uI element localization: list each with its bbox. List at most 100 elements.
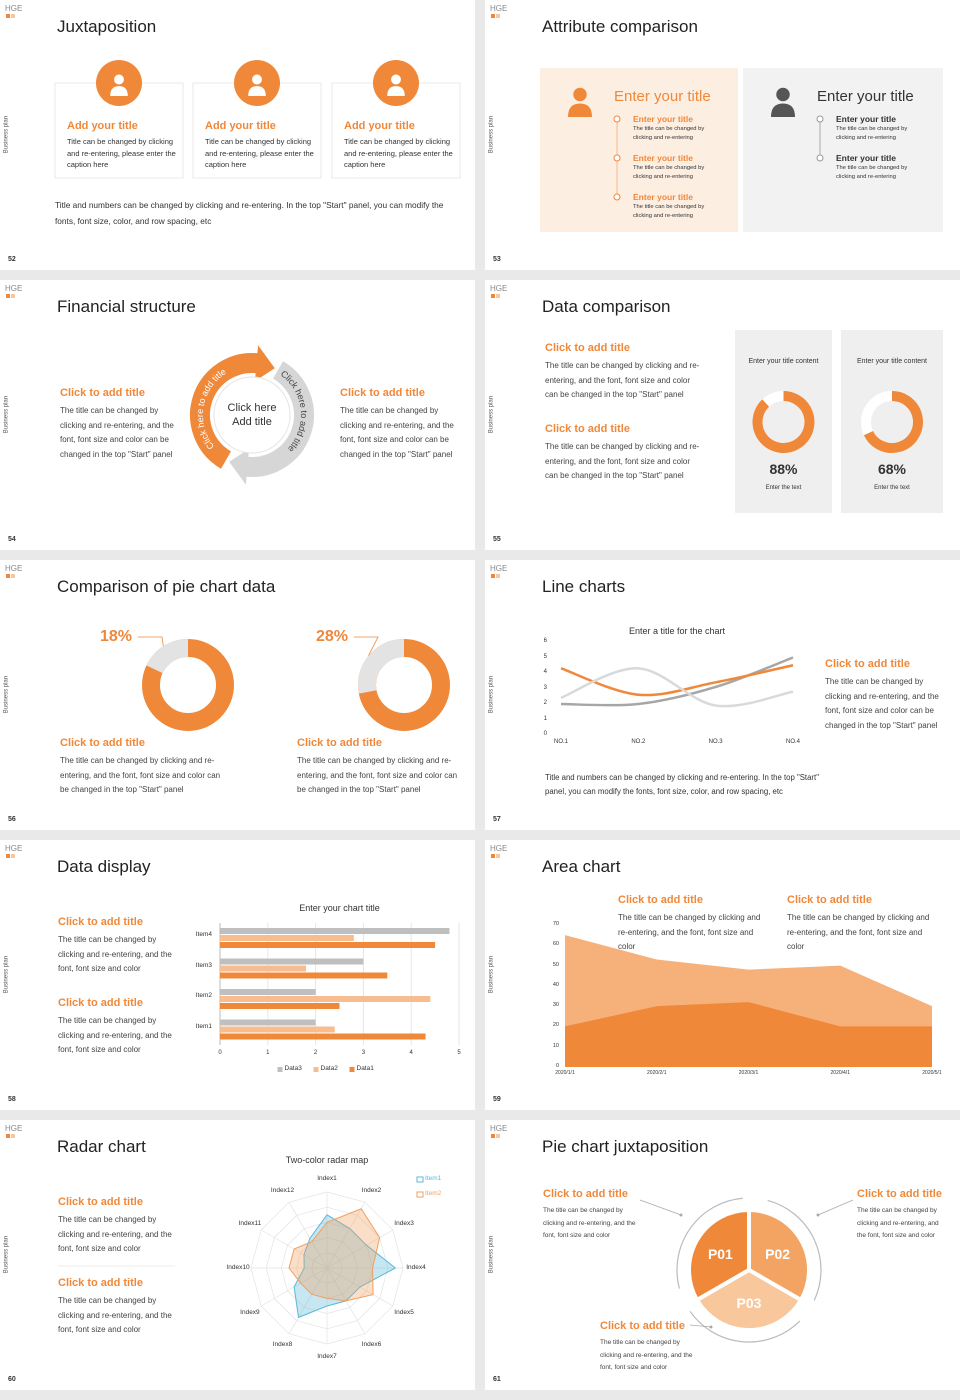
slide-title: Data comparison: [542, 297, 671, 316]
item-text: The title can be changed by clicking and…: [633, 204, 705, 219]
side-label: Business plan: [3, 675, 10, 714]
leader-line: [354, 636, 379, 656]
axis-label: Index1: [317, 1175, 337, 1182]
logo-mark: [6, 574, 10, 578]
connector: [689, 1324, 712, 1328]
value-label: 88%: [769, 461, 798, 477]
side-label: Business plan: [488, 675, 495, 714]
ring: [767, 1199, 822, 1301]
block-title: Click to add title: [857, 1188, 942, 1200]
slide-title: Financial structure: [57, 297, 196, 316]
radar-area: [288, 1208, 381, 1302]
logo-mark: [491, 14, 495, 18]
slide-number: 52: [8, 256, 16, 263]
item-title: Enter your title: [836, 114, 896, 124]
timeline-dot: [613, 154, 621, 162]
legend-label: Item1: [425, 1175, 442, 1182]
x-tick-label: NO.3: [708, 739, 723, 745]
y-tick-label: 4: [543, 669, 547, 675]
side-label: Business plan: [3, 115, 10, 154]
item-text: The title can be changed by clicking and…: [836, 126, 908, 141]
connector: [817, 1199, 854, 1216]
block-title: Click to add title: [58, 916, 143, 928]
block-title: Click to add title: [60, 387, 145, 399]
line: [560, 656, 794, 707]
area: [565, 1002, 932, 1067]
logo-mark: [491, 854, 495, 858]
slide-number: 56: [8, 816, 16, 823]
y-tick-label: Item4: [195, 931, 212, 939]
slide-title: Radar chart: [57, 1137, 146, 1156]
block-text: The title can be changed by clicking and…: [857, 1207, 939, 1239]
block-text: The title can be changed by clicking and…: [340, 406, 454, 459]
item-title: Add your title: [205, 120, 276, 132]
chart-title: Enter a title for the chart: [628, 626, 726, 636]
block-title: Click to add title: [618, 894, 703, 906]
block-text: The title can be changed by clicking and…: [58, 1215, 172, 1253]
logo-mark: [496, 14, 500, 18]
block-title: Click to add title: [787, 894, 872, 906]
bar: [220, 996, 431, 1002]
timeline-dot: [613, 115, 621, 123]
legend-label: Data3: [284, 1065, 302, 1072]
bar: [220, 965, 307, 972]
slide-graphics: [6, 14, 461, 179]
center-label: Click here: [227, 402, 277, 414]
panel-title: Enter your title: [817, 88, 914, 105]
block-title: Click to add title: [340, 387, 425, 399]
logo-mark: [11, 854, 15, 858]
radar-area: [293, 1214, 397, 1319]
bar: [220, 1033, 426, 1040]
slide-number: 53: [493, 256, 501, 263]
logo: HGE: [5, 1124, 23, 1133]
legend-swatch: [416, 1176, 424, 1183]
logo-mark: [496, 1134, 500, 1138]
logo-mark: [496, 574, 500, 578]
block-text: The title can be changed by clicking and…: [60, 756, 221, 794]
y-tick-label: Item1: [195, 1022, 212, 1030]
side-label: Business plan: [488, 395, 495, 434]
logo-mark: [6, 1134, 10, 1138]
side-label: Business plan: [3, 1235, 10, 1274]
item-title: Enter your title: [633, 114, 693, 124]
axis-label: Index10: [226, 1264, 250, 1271]
logo: HGE: [490, 844, 508, 853]
logo-mark: [6, 854, 10, 858]
icon-head: [776, 87, 790, 102]
slide-title: Attribute comparison: [542, 17, 698, 36]
sector-label: P02: [765, 1245, 791, 1262]
axis-label: Index4: [406, 1264, 426, 1271]
block-title: Click to add title: [58, 1196, 143, 1208]
logo-mark: [6, 14, 10, 18]
icon-head: [114, 74, 124, 85]
block-text: The title can be changed by clicking and…: [543, 1207, 636, 1239]
icon-body: [387, 86, 405, 96]
y-tick-label: 6: [543, 638, 547, 644]
block-text: The title can be changed by clicking and…: [618, 913, 761, 951]
y-tick-label: 70: [552, 921, 559, 927]
logo-mark: [6, 294, 10, 298]
slide: HGE Business plan Data display 58 Click to a…: [0, 840, 475, 1110]
slide: HGE Business plan Line charts 57 Enter a tit…: [485, 560, 960, 830]
logo-mark: [496, 294, 500, 298]
axis-label: Index5: [394, 1308, 414, 1316]
sector-label: P03: [736, 1295, 762, 1311]
timeline-dot: [816, 154, 824, 162]
item-title: Add your title: [344, 120, 415, 132]
block-title: Click to add title: [600, 1320, 685, 1332]
logo-mark: [491, 294, 495, 298]
y-tick-label: Item3: [195, 961, 212, 969]
leader-line: [138, 636, 164, 647]
y-tick-label: 40: [552, 981, 559, 988]
logo: HGE: [490, 4, 508, 13]
slide-graphics: [6, 574, 450, 731]
sector: [694, 1267, 804, 1332]
panel-title: Enter your title: [614, 88, 711, 105]
x-tick-label: 4: [409, 1050, 413, 1056]
slide-title: Line charts: [542, 577, 626, 596]
value-label: 18%: [100, 628, 133, 645]
logo-mark: [496, 854, 500, 858]
card-label: Enter your title content: [748, 358, 819, 365]
slide-graphics: [491, 294, 943, 513]
